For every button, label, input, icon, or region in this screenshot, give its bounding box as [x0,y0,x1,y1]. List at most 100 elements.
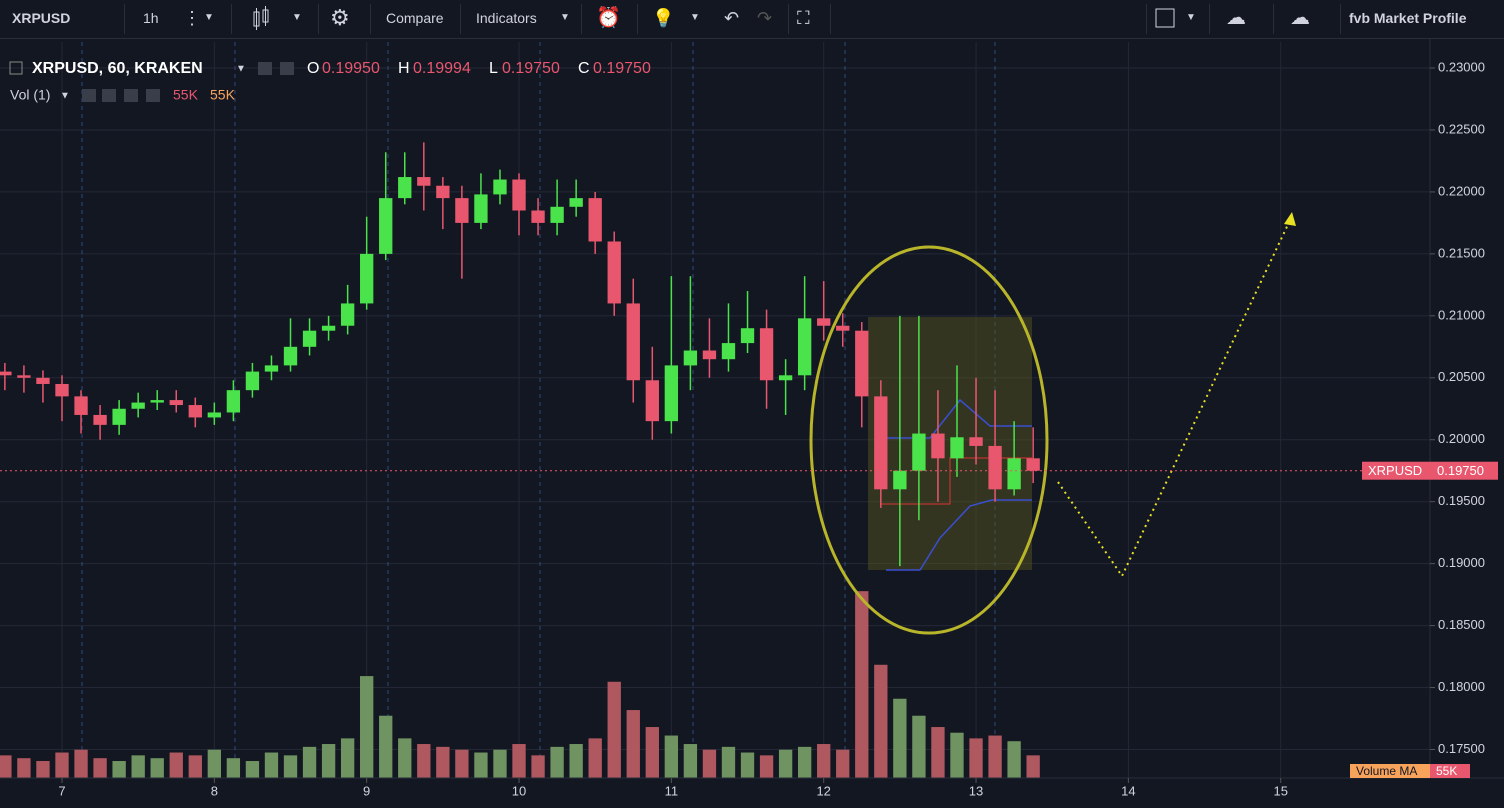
chart-type-dropdown[interactable]: ▼ [292,12,302,23]
y-tick-label: 0.21000 [1438,307,1485,322]
volume-bar [150,758,164,778]
indicators-dropdown[interactable]: ▼ [560,12,570,23]
grid [0,42,1430,778]
candle-body [0,371,12,376]
x-tick-label: 14 [1121,783,1135,798]
volume-bar [207,749,222,778]
settings-icon[interactable] [280,62,294,75]
volume-bar [778,749,793,778]
settings-icon[interactable] [102,89,116,102]
remove-icon[interactable] [146,89,160,102]
legend-dropdown[interactable]: ▼ [236,64,246,75]
volume-dropdown[interactable]: ▼ [60,91,70,102]
volume-bar [417,744,431,778]
add-icon[interactable] [124,89,138,102]
candle-body [531,210,545,223]
volume-bar [379,715,393,778]
fullscreen-button[interactable]: ⛶ [797,8,810,28]
candle-body [379,198,393,254]
volume-bar [645,727,659,778]
indicators-button[interactable]: Indicators [476,10,537,26]
alert-button[interactable]: ⏰ [596,7,621,29]
visibility-icon[interactable] [82,89,96,102]
volume-bar [93,758,107,778]
visibility-icon[interactable] [258,62,272,75]
volume-bar [264,752,279,778]
volume-bar [74,749,88,778]
collapse-icon[interactable] [9,61,23,75]
y-tick-label: 0.20500 [1438,369,1485,384]
undo-button[interactable]: ↶ [724,8,740,28]
save-button[interactable]: ☁ [1290,7,1310,29]
candle-body [360,253,374,304]
volume-ma-name-box [1350,764,1430,778]
volume-bar [626,710,640,778]
arrow-head [1284,212,1296,226]
value-area-low [886,499,1032,571]
redo-button[interactable]: ↷ [757,8,773,28]
candle-body [874,396,888,490]
volume-bar [112,761,126,778]
layout-button[interactable] [1154,0,1176,38]
volume-bar [588,738,602,778]
candle-body [245,371,260,391]
volume-bar [1026,755,1040,778]
ohlc-value: 0.19950 [322,60,380,77]
symbol-button[interactable]: XRPUSD [12,10,71,26]
volume-bar [455,749,469,778]
toolbar: XRPUSD 1h ⋮ ▼ ▼ ⚙ Compare Indicators ▼ ⏰… [0,0,1504,39]
candle-body [569,198,583,207]
interval-dropdown[interactable]: ▼ [204,12,214,23]
candle-body [893,470,907,490]
separator [1273,4,1274,34]
volume [0,591,1040,778]
volume-bar [817,744,831,778]
candle-body [169,400,183,406]
settings-button[interactable]: ⚙ [330,5,350,30]
more-button[interactable]: ⋮ [183,8,201,28]
x-tick-label: 10 [512,783,526,798]
ideas-dropdown[interactable]: ▼ [690,12,700,23]
x-tick-label: 12 [816,783,830,798]
volume-bar [188,755,202,778]
compare-button[interactable]: Compare [386,10,444,26]
y-tick-label: 0.17500 [1438,741,1485,756]
last-price-box [1430,461,1498,480]
volume-bar [360,676,374,778]
x-tick-label: 8 [211,783,218,798]
candle-body [645,380,659,422]
volume-bar [740,752,755,778]
volume-bar [836,749,850,778]
candle-body [912,433,926,471]
candle-body [607,241,621,304]
axes: 0.17500 0.18000 0.18500 0.19000 0.19500 0.200… [0,59,1498,798]
last-price-name: XRPUSD [1368,463,1422,478]
volume-ma-box [1430,764,1470,778]
candle-body [93,414,107,425]
chart-type-button[interactable] [250,0,272,38]
load-button[interactable]: ☁ [1226,7,1246,29]
ideas-button[interactable]: 💡 [652,8,675,28]
candle-body [207,412,222,418]
interval-button[interactable]: 1h [143,10,159,26]
ellipse-drawing [809,245,1049,635]
volume-bar [131,755,145,778]
x-tick-label: 7 [58,783,65,798]
profile-button[interactable]: fvb Market Profile [1349,10,1467,26]
y-tick-label: 0.22500 [1438,121,1485,136]
volume-bar [398,738,412,778]
volume-ma-label: 55K [1436,764,1457,778]
ohlc-key: C [578,60,590,77]
volume-bar [607,681,621,778]
separator [788,4,789,34]
volume-bar [855,591,869,778]
separator [637,4,638,34]
layout-dropdown[interactable]: ▼ [1186,12,1196,23]
candle-body [626,303,640,381]
volume-ma-name: Volume MA [1356,764,1417,778]
ohlc-key: L [489,60,498,77]
volume-value: 55K [173,87,199,103]
separator [370,4,371,34]
volume-bar [988,735,1002,778]
